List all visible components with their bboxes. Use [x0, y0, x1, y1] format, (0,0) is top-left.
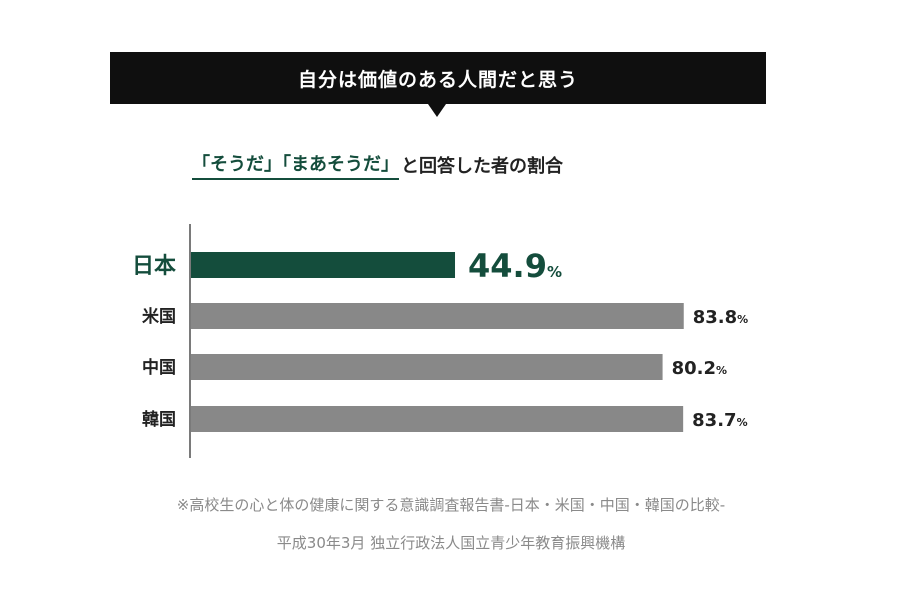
category-label: 韓国: [142, 409, 176, 430]
value-unit: %: [737, 313, 748, 326]
value-unit: %: [716, 364, 727, 377]
chart-subtitle: 「そうだ」「まあそうだ」 と回答した者の割合: [192, 150, 563, 180]
category-label: 中国: [142, 357, 176, 378]
value-label: 83.7%: [692, 410, 747, 431]
value-unit: %: [737, 416, 748, 429]
footnote-publisher: 平成30年3月 独立行政法人国立青少年教育振興機構: [276, 534, 626, 552]
chart-title-banner: 自分は価値のある人間だと思う: [110, 52, 766, 104]
value-label: 44.9%: [468, 247, 562, 285]
bar: [191, 354, 663, 380]
subtitle-highlight: 「そうだ」「まあそうだ」: [192, 150, 399, 180]
category-label: 日本: [132, 254, 176, 279]
value-unit: %: [547, 263, 562, 281]
banner-pointer: [428, 104, 446, 117]
value-label: 83.8%: [693, 307, 748, 328]
category-label: 米国: [142, 306, 176, 327]
bar: [191, 303, 684, 329]
bar: [191, 406, 684, 432]
footnote-source: ※高校生の心と体の健康に関する意識調査報告書-日本・米国・中国・韓国の比較-: [176, 496, 726, 514]
chart-title: 自分は価値のある人間だと思う: [297, 68, 578, 91]
subtitle-rest: と回答した者の割合: [401, 156, 563, 177]
value-label: 80.2%: [672, 358, 727, 379]
bar: [191, 252, 456, 278]
